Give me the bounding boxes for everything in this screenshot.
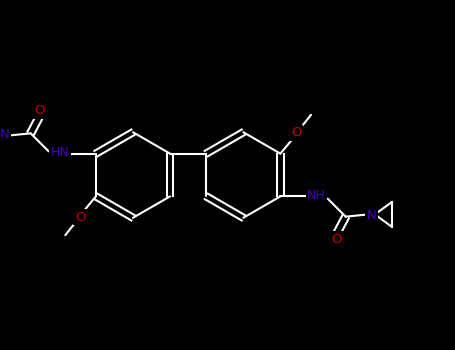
Text: O: O bbox=[35, 104, 45, 117]
Text: N: N bbox=[0, 128, 10, 141]
Text: O: O bbox=[75, 211, 86, 224]
Text: N: N bbox=[366, 209, 376, 222]
Text: O: O bbox=[291, 126, 301, 139]
Text: HN: HN bbox=[51, 146, 69, 159]
Text: NH: NH bbox=[307, 189, 326, 202]
Text: O: O bbox=[331, 233, 342, 246]
